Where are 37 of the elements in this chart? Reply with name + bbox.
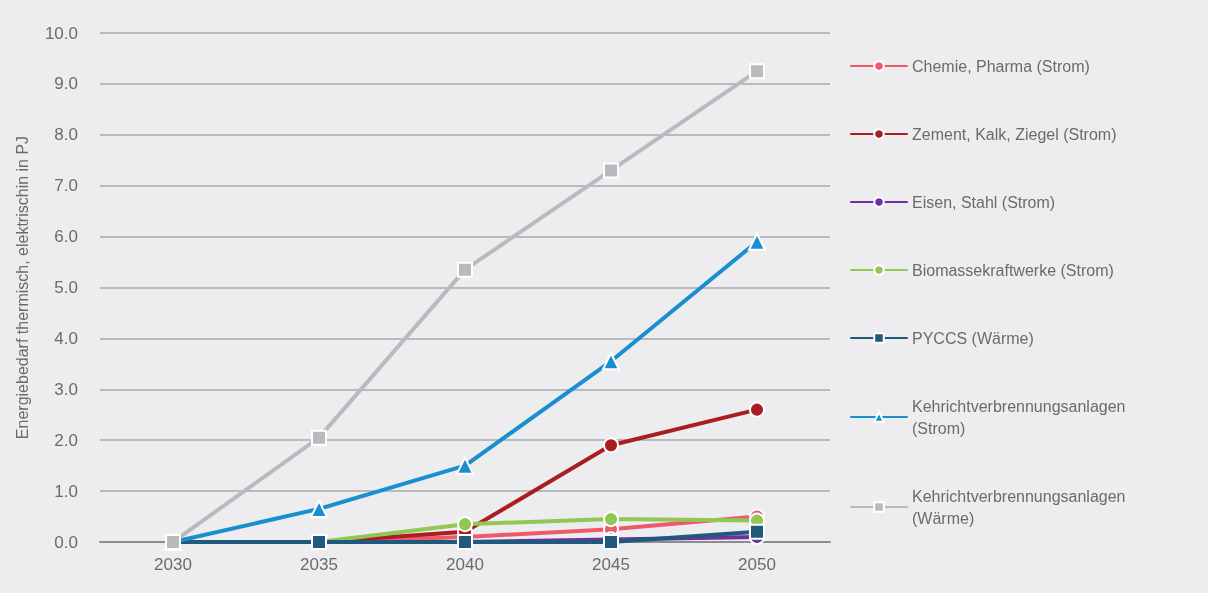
point <box>457 261 473 278</box>
x-tick-label: 2030 <box>154 555 192 574</box>
point <box>748 232 766 251</box>
x-tick-label: 2035 <box>300 555 338 574</box>
point <box>603 437 619 454</box>
point <box>749 401 765 418</box>
y-tick-label: 9.0 <box>54 74 78 94</box>
legend-label: Chemie, Pharma (Strom) <box>912 57 1090 75</box>
x-tick-label: 2050 <box>738 555 776 574</box>
y-tick-label: 1.0 <box>54 481 78 501</box>
legend-label: Kehrichtverbrennungsanlagen (Strom) <box>912 397 1130 437</box>
y-tick-label: 3.0 <box>54 379 78 399</box>
legend-label: PYCCS (Wärme) <box>912 329 1034 347</box>
y-tick-label: 2.0 <box>54 430 78 450</box>
point <box>602 352 620 371</box>
y-tick-label: 10.0 <box>44 23 78 43</box>
point <box>456 456 474 475</box>
point <box>603 511 619 528</box>
point <box>311 429 327 446</box>
y-tick-label: 7.0 <box>54 176 78 196</box>
y-tick-label: 8.0 <box>54 125 78 145</box>
y-axis-title: Energiebedarf thermisch, elektrischin in PJ <box>13 135 31 440</box>
x-tick-label: 2045 <box>592 555 630 574</box>
point <box>310 499 328 518</box>
y-tick-label: 5.0 <box>54 278 78 297</box>
legend-label: Biomassekraftwerke (Strom) <box>912 261 1114 279</box>
legend-label: Kehrichtverbrennungsanlagen (Wärme) <box>912 487 1130 527</box>
y-tick-label: 4.0 <box>54 328 78 348</box>
x-tick-label: 2040 <box>446 555 484 574</box>
point <box>603 162 619 179</box>
legend-label: Eisen, Stahl (Strom) <box>912 193 1056 211</box>
y-tick-label: 6.0 <box>54 227 78 247</box>
point <box>457 516 473 533</box>
y-tick-label: 0.0 <box>54 532 78 552</box>
legend-label: Zement, Kalk, Ziegel (Strom) <box>912 125 1117 143</box>
point <box>749 523 765 540</box>
point <box>749 63 765 80</box>
